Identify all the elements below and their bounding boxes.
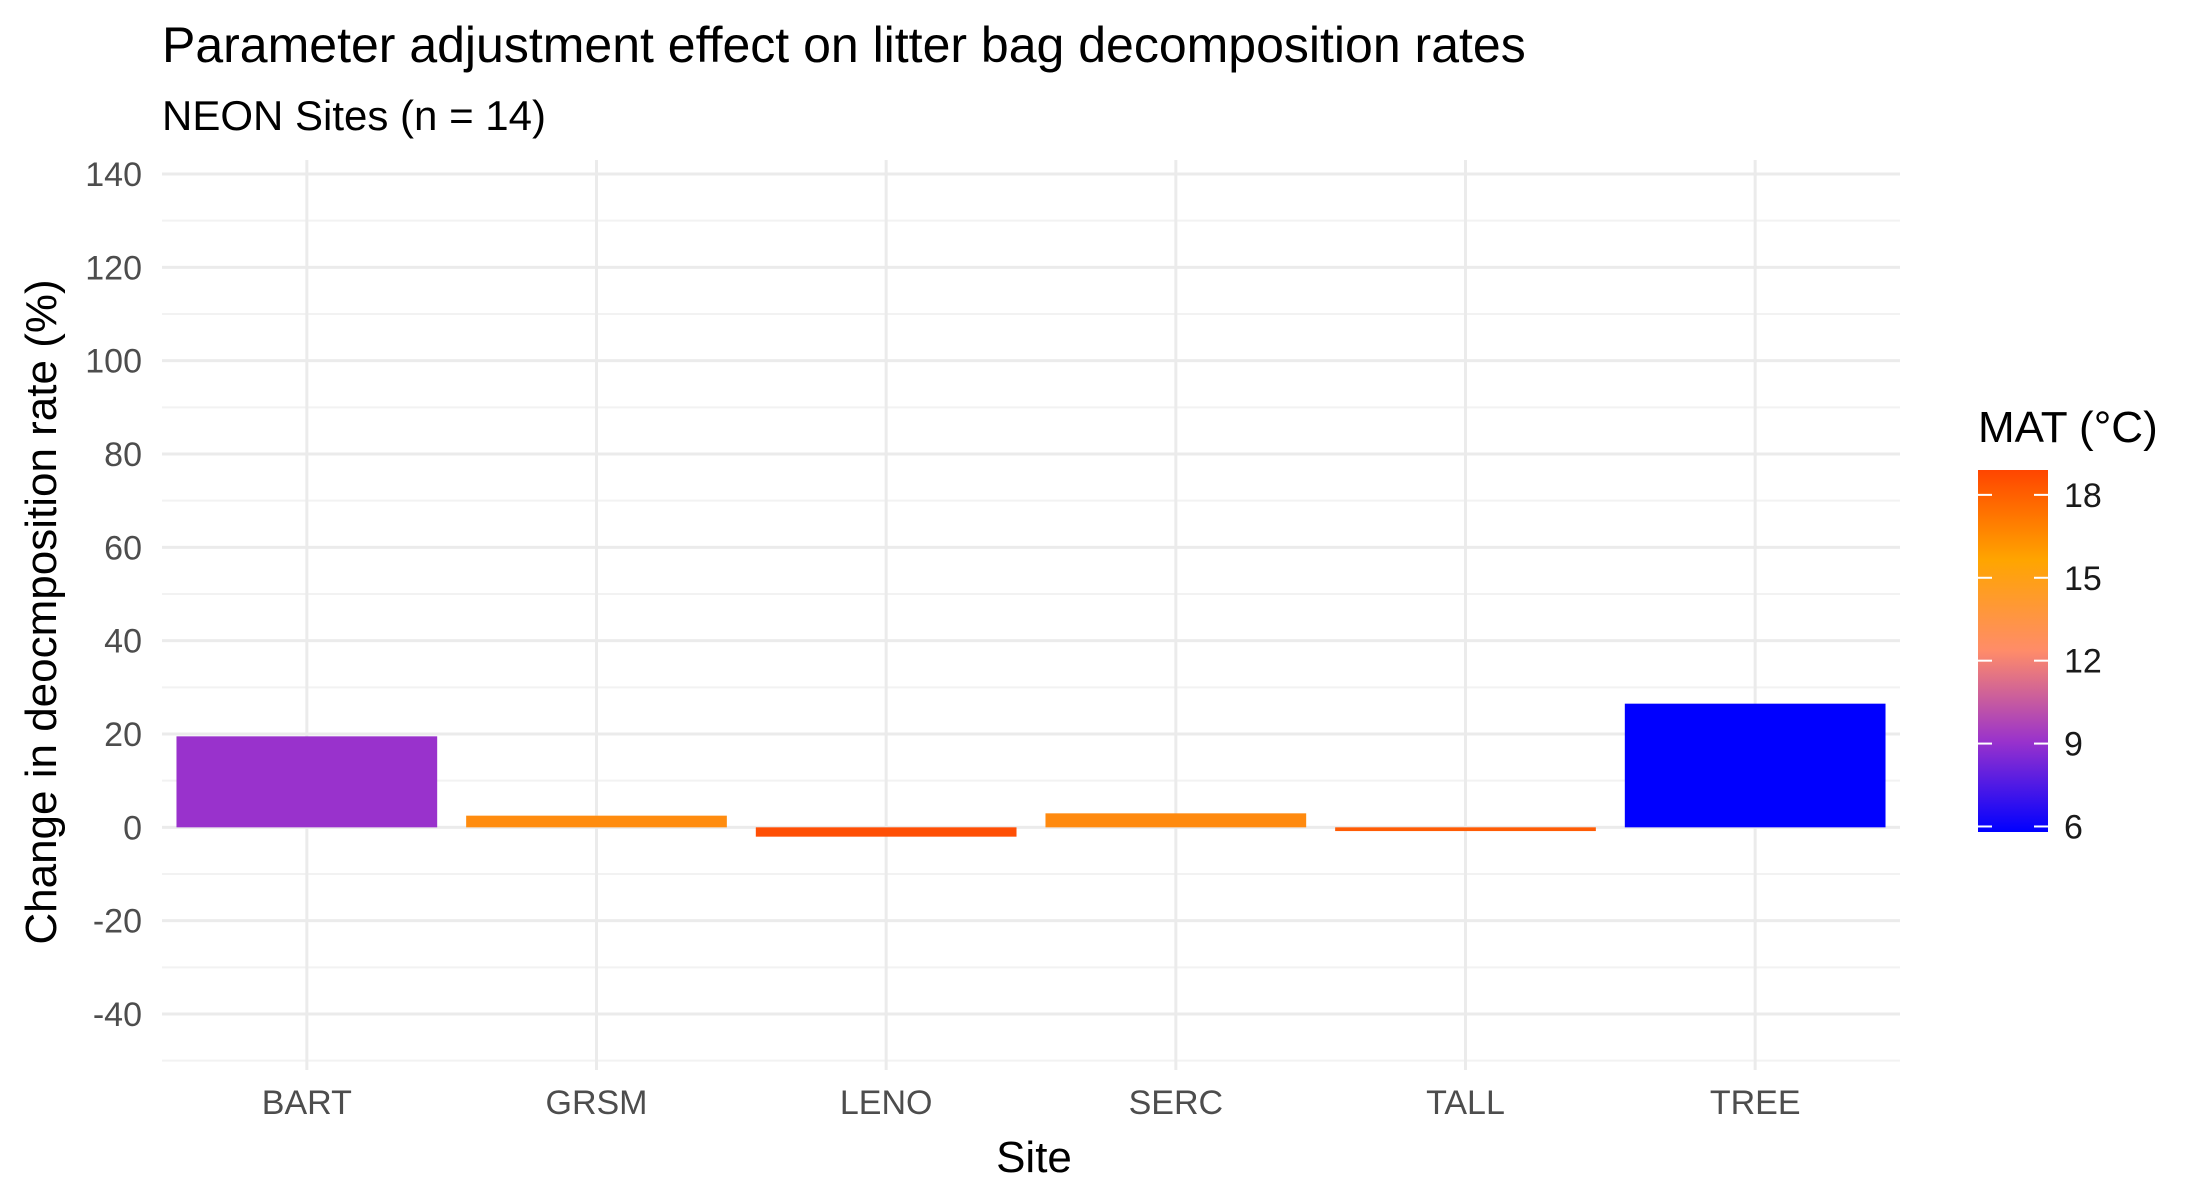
bar-grsm xyxy=(466,815,727,828)
legend-ticks: 6 9 12 15 18 xyxy=(1978,477,2102,846)
x-tick-label: LENO xyxy=(840,1084,933,1122)
bar-tree xyxy=(1624,703,1886,828)
bar-leno xyxy=(755,827,1017,837)
x-tick-label: SERC xyxy=(1129,1084,1223,1122)
y-tick-label: -40 xyxy=(93,996,142,1034)
chart-subtitle: NEON Sites (n = 14) xyxy=(162,92,546,139)
legend-tick-label: 18 xyxy=(2064,477,2102,515)
chart-title: Parameter adjustment effect on litter ba… xyxy=(162,17,1526,73)
bars xyxy=(176,703,1886,837)
legend-tick-label: 6 xyxy=(2064,808,2083,846)
legend-tick-label: 12 xyxy=(2064,643,2102,681)
y-axis-title: Change in deocmposition rate (%) xyxy=(17,279,66,944)
x-tick-label: BART xyxy=(262,1084,352,1122)
y-tick-label: 0 xyxy=(123,809,142,847)
y-tick-label: -20 xyxy=(93,903,142,941)
x-axis-ticks: BART GRSM LENO SERC TALL TREE xyxy=(262,1084,1801,1122)
bar-bart xyxy=(176,736,438,828)
y-tick-label: 20 xyxy=(104,716,142,754)
legend: MAT (°C) 6 9 12 15 18 xyxy=(1978,403,2158,846)
legend-tick-label: 15 xyxy=(2064,560,2102,598)
y-tick-label: 120 xyxy=(85,249,142,287)
x-axis-title: Site xyxy=(996,1133,1072,1182)
legend-colorbar xyxy=(1978,470,2048,832)
grid xyxy=(162,160,1900,1070)
y-tick-label: 100 xyxy=(85,343,142,381)
x-tick-label: TALL xyxy=(1426,1084,1505,1122)
x-tick-label: GRSM xyxy=(546,1084,648,1122)
y-tick-label: 80 xyxy=(104,436,142,474)
y-tick-label: 40 xyxy=(104,623,142,661)
y-tick-label: 60 xyxy=(104,529,142,567)
y-axis-ticks: -40 -20 0 20 40 60 80 100 120 140 xyxy=(85,156,142,1034)
bar-serc xyxy=(1045,813,1307,828)
y-tick-label: 140 xyxy=(85,156,142,194)
bar-tall xyxy=(1335,827,1596,832)
legend-tick-label: 9 xyxy=(2064,726,2083,764)
x-tick-label: TREE xyxy=(1710,1084,1801,1122)
legend-title: MAT (°C) xyxy=(1978,403,2158,452)
